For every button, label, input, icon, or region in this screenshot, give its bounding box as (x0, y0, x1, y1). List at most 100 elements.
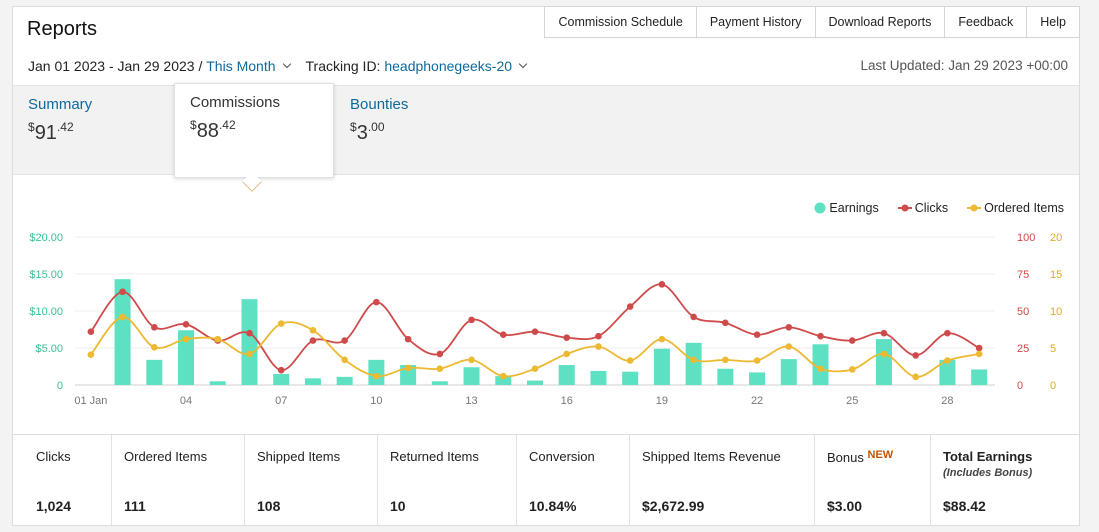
earnings-bar (209, 381, 226, 385)
help-button[interactable]: Help (1026, 7, 1079, 37)
clicks-point (499, 331, 507, 338)
ordered-items-point (373, 372, 380, 380)
tab-amount: $91.42 (28, 120, 74, 144)
chevron-down-icon[interactable] (282, 59, 291, 69)
ordered-items-point (722, 356, 729, 364)
top-nav: Commission Schedule Payment History Down… (544, 6, 1080, 38)
tab-summary[interactable]: Summary $91.42 (13, 86, 173, 176)
clicks-point (246, 329, 253, 337)
y-right-items-tick-label: 15 (1050, 269, 1062, 281)
earnings-bar (463, 367, 480, 385)
ordered-items-point (277, 320, 285, 327)
earnings-bar (812, 344, 829, 385)
earnings-bar (304, 378, 321, 385)
ordered-items-point (944, 357, 951, 364)
stat-conversion: Conversion 10.84% (516, 435, 629, 526)
ordered-items-point (499, 372, 507, 380)
clicks-point (119, 288, 126, 296)
y-left-tick-label: $20.00 (29, 232, 63, 244)
ordered-items-point (246, 350, 253, 358)
earnings-bar (527, 380, 543, 385)
y-right-items-tick-label: 20 (1050, 232, 1062, 244)
legend-item-clicks[interactable]: Clicks (897, 201, 948, 215)
y-right-items-tick-label: 0 (1050, 380, 1056, 392)
ordered-items-point (912, 373, 919, 381)
clicks-point (87, 328, 95, 336)
clicks-point (182, 321, 190, 328)
tab-bounties[interactable]: Bounties $3.00 (335, 86, 495, 176)
clicks-point (975, 344, 983, 352)
earnings-bar (939, 359, 956, 385)
earnings-bar (178, 330, 195, 385)
clicks-point (722, 319, 729, 327)
ordered-items-point (785, 343, 793, 350)
ordered-items-point (626, 357, 634, 364)
stat-returned-items: Returned Items 10 (377, 435, 516, 526)
clicks-point (944, 329, 951, 337)
period-dropdown[interactable]: This Month (206, 58, 276, 74)
clicks-point (626, 303, 634, 310)
y-right-clicks-tick-label: 50 (1017, 306, 1029, 318)
y-left-tick-label: $5.00 (35, 343, 63, 355)
clicks-point (373, 298, 380, 306)
earnings-bar (368, 359, 385, 385)
payment-history-button[interactable]: Payment History (695, 7, 815, 37)
x-tick-label: 19 (656, 395, 668, 407)
clicks-point (785, 323, 793, 331)
tab-amount: $88.42 (190, 118, 236, 142)
y-right-clicks-tick-label: 25 (1017, 343, 1029, 355)
ordered-items-point (658, 335, 666, 343)
stat-total-earnings: Total Earnings (Includes Bonus) $88.42 (930, 435, 1079, 526)
x-tick-label: 07 (275, 395, 287, 407)
chevron-down-icon[interactable] (518, 59, 528, 69)
x-tick-label: 01 Jan (74, 395, 107, 407)
ordered-items-point (151, 343, 158, 351)
earnings-bar (780, 359, 797, 385)
clicks-point (690, 313, 697, 321)
earnings-chart: $20.00 100 20$15.00 75 15$10.00 50 10$5.00 25 50… (29, 232, 1062, 407)
ordered-items-point (214, 335, 222, 343)
x-tick-label: 04 (180, 395, 192, 407)
earnings-bar (241, 299, 258, 385)
ordered-items-point (817, 365, 824, 373)
download-reports-button[interactable]: Download Reports (814, 7, 945, 37)
stats-row: Clicks 1,024 Ordered Items 111 Shipped I… (13, 434, 1079, 526)
clicks-point (563, 334, 571, 341)
page-title: Reports (27, 18, 98, 40)
earnings-bar (558, 365, 575, 385)
clicks-point (753, 331, 761, 338)
clicks-point (277, 366, 285, 374)
ordered-items-point (880, 350, 888, 358)
ordered-items-point (87, 351, 95, 358)
clicks-point (151, 323, 158, 331)
earnings-bar (114, 279, 131, 385)
tab-strip: Summary $91.42 Commissions $88.42 Bounti… (13, 83, 1079, 178)
clicks-point (531, 328, 539, 336)
ordered-items-point (309, 326, 317, 334)
ordered-items-point (848, 366, 856, 373)
clicks-point (595, 332, 602, 340)
earnings-bar (653, 348, 670, 385)
ordered-items-point (182, 335, 190, 343)
legend-item-ordered-items[interactable]: Ordered Items (966, 201, 1064, 215)
circle-icon (814, 202, 826, 214)
ordered-items-point (753, 357, 761, 364)
x-tick-label: 10 (370, 395, 382, 407)
tracking-id-dropdown[interactable]: headphonegeeks-20 (384, 58, 513, 74)
earnings-bar (336, 376, 353, 385)
clicks-line (90, 283, 980, 372)
tab-commissions[interactable]: Commissions $88.42 (174, 83, 334, 178)
commission-schedule-button[interactable]: Commission Schedule (545, 7, 696, 37)
x-tick-label: 16 (561, 395, 573, 407)
clicks-point (658, 281, 666, 288)
clicks-point (341, 337, 348, 344)
earnings-bar (717, 368, 734, 385)
legend-item-earnings[interactable]: Earnings (813, 201, 879, 215)
earnings-bar (273, 373, 290, 385)
ordered-items-point (690, 356, 697, 364)
clicks-point (309, 337, 317, 344)
feedback-button[interactable]: Feedback (944, 7, 1027, 37)
y-left-tick-label: $15.00 (29, 269, 63, 281)
tab-label: Commissions (190, 94, 281, 111)
stat-bonus: Bonus NEW $3.00 (814, 435, 930, 526)
